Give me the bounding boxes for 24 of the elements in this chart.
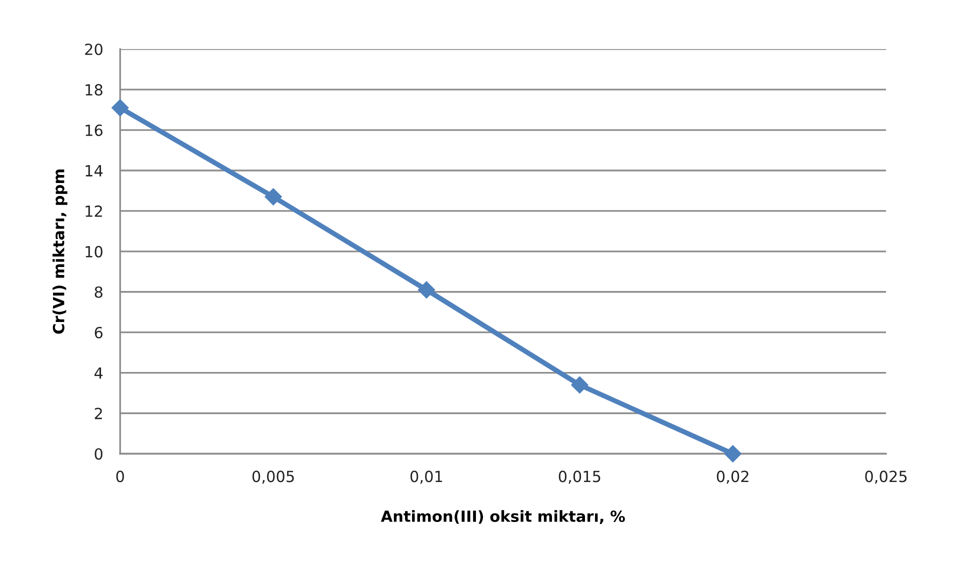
x-tick-label: 0,025 [865,470,907,484]
y-axis-title: Cr(VI) miktarı, ppm [52,170,68,334]
x-tick-label: 0 [116,470,124,482]
y-tick-label: 10 [86,246,102,258]
y-tick-label: 2 [94,408,102,420]
point [112,99,129,116]
y-tick-label: 20 [85,44,102,56]
y-tick-label: 0 [94,448,102,460]
y-tick-label: 12 [86,205,102,217]
point [418,281,436,298]
y-tick-label: 14 [86,165,103,176]
x-tick-label: 0,005 [252,470,294,484]
y-tick-label: 6 [94,326,102,338]
y-tick-label: 4 [94,367,103,379]
y-tick-label: 18 [86,84,102,96]
y-tick-label: 8 [94,286,102,298]
point [264,188,282,206]
y-tick-label: 16 [86,124,102,136]
point [724,445,742,462]
x-axis-title: Antimon(III) oksit miktarı, % [380,510,625,524]
point [571,376,588,394]
x-tick-label: 0,01 [410,470,442,484]
x-tick-label: 0,015 [558,470,600,484]
x-tick-label: 0,02 [716,470,748,484]
